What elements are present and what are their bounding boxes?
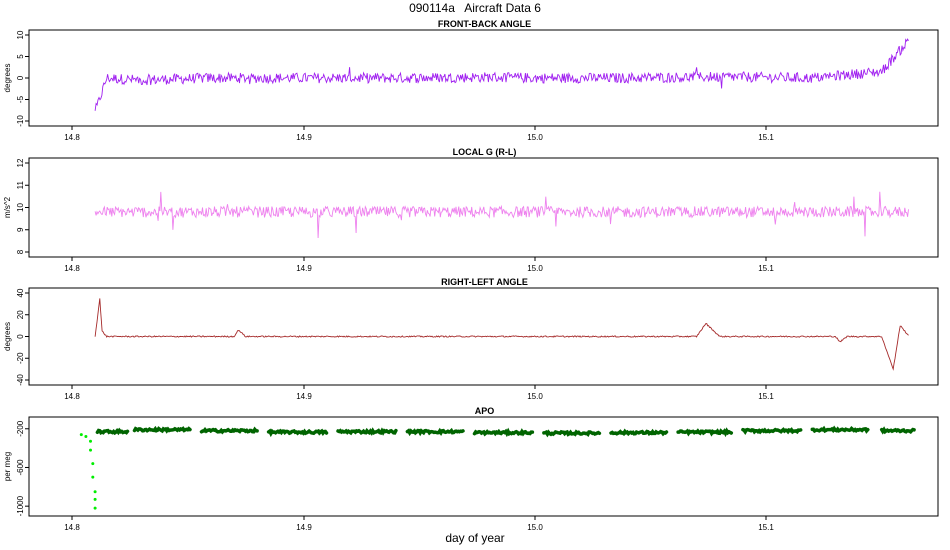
y-tick-label: -5 <box>16 95 25 103</box>
y-tick-label: 12 <box>16 158 25 167</box>
apo-light-point <box>91 462 95 466</box>
x-tick-label: 14.8 <box>64 264 80 273</box>
x-tick-label: 15.0 <box>527 264 543 273</box>
apo-light-point <box>93 497 97 501</box>
y-axis-label: degrees <box>3 64 12 93</box>
apo-light-point <box>89 448 92 452</box>
chart-panel-1: FRONT-BACK ANGLE degrees -10 -5 0 5 10 14.8 14.9… <box>3 19 939 142</box>
x-tick-label: 15.1 <box>758 392 774 401</box>
apo-light-point <box>79 433 83 437</box>
y-tick-label: -20 <box>16 352 25 364</box>
chart-title: LOCAL G (R-L) <box>453 147 517 157</box>
x-tick-label: 15.1 <box>758 264 774 273</box>
apo-light-point <box>93 506 97 510</box>
y-tick-label: 10 <box>16 30 25 39</box>
apo-data-segment <box>95 427 130 436</box>
x-tick-label: 14.9 <box>296 133 312 142</box>
y-tick-label: -200 <box>16 420 25 437</box>
apo-data-segment <box>542 429 602 438</box>
y-tick-label: 8 <box>16 249 25 254</box>
x-tick-label: 14.8 <box>64 392 80 401</box>
y-tick-label: 40 <box>16 288 25 297</box>
x-tick-label: 15.0 <box>527 133 543 142</box>
chart-title: RIGHT-LEFT ANGLE <box>441 277 528 287</box>
y-tick-label: -600 <box>16 459 25 476</box>
x-tick-label: 14.8 <box>64 133 80 142</box>
apo-light-point <box>84 435 88 438</box>
apo-data-segment <box>199 426 259 435</box>
chart-panel-2: LOCAL G (R-L) m/s^2 8 9 10 11 12 14.8 14.9 15.0 15… <box>3 147 939 273</box>
chart-title: APO <box>475 406 495 416</box>
apo-data-segment <box>879 426 916 435</box>
y-tick-label: 11 <box>16 181 25 190</box>
y-axis-label: per meg <box>3 452 12 481</box>
plot-frame <box>28 416 939 517</box>
x-tick-label: 14.9 <box>296 523 312 532</box>
apo-light-point <box>89 439 92 443</box>
apo-data-segment <box>132 425 192 434</box>
y-tick-label: 0 <box>16 75 25 80</box>
y-tick-label: -10 <box>16 115 25 127</box>
x-tick-label: 15.1 <box>758 133 774 142</box>
chart-panel-3: RIGHT-LEFT ANGLE degrees -40 -20 0 20 40 14.8 14… <box>3 277 939 401</box>
y-tick-label: 20 <box>16 310 25 319</box>
x-axis-label: day of year <box>445 531 505 545</box>
x-tick-label: 14.8 <box>64 523 80 532</box>
y-axis-label: m/s^2 <box>3 196 12 218</box>
y-axis-label: degrees <box>3 322 12 351</box>
page-title: 090114a Aircraft Data 6 <box>409 1 541 15</box>
apo-data-segment <box>472 427 535 438</box>
chart-title: FRONT-BACK ANGLE <box>438 19 531 29</box>
chart-panel-4: APO per meg -1000 -600 -200 14.8 14.9 15.0 15.1 <box>3 406 939 532</box>
x-tick-label: 15.0 <box>527 392 543 401</box>
apo-data-segment <box>741 427 803 435</box>
apo-data-segment <box>266 428 329 438</box>
x-tick-label: 14.9 <box>296 264 312 273</box>
y-tick-label: -1000 <box>16 495 25 516</box>
series-line <box>94 298 909 371</box>
y-tick-label: 0 <box>16 334 25 339</box>
series-line <box>94 38 909 111</box>
apo-data-segment <box>676 427 734 438</box>
y-tick-label: 9 <box>16 227 25 232</box>
x-tick-label: 15.0 <box>527 523 543 532</box>
apo-data-segment <box>336 427 398 436</box>
x-tick-label: 15.1 <box>758 523 774 532</box>
apo-light-point <box>91 475 95 479</box>
apo-data-segment <box>810 425 870 434</box>
apo-data-segment <box>405 427 465 437</box>
y-tick-label: 5 <box>16 54 25 59</box>
y-tick-label: -40 <box>16 374 25 386</box>
apo-data-segment <box>609 428 669 437</box>
y-tick-label: 10 <box>16 203 25 212</box>
x-tick-label: 14.9 <box>296 392 312 401</box>
apo-light-point <box>93 490 97 494</box>
series-line <box>94 191 909 239</box>
